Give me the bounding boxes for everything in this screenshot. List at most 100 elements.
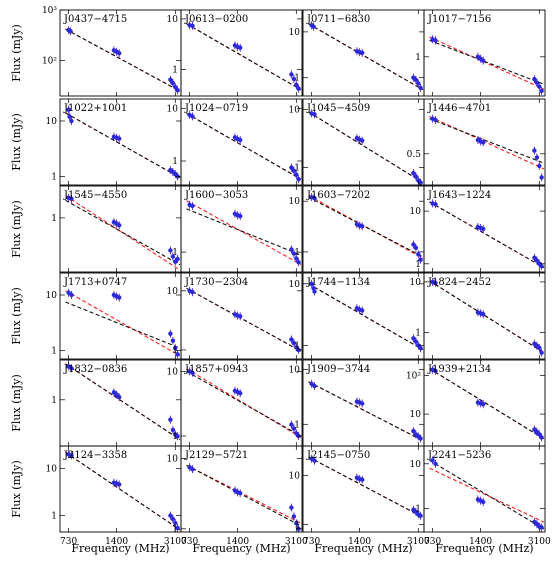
y-tick-label: 1 xyxy=(294,341,300,351)
y-tick-label: 1 xyxy=(51,214,57,224)
spectrum-panel: 1 10 J1730−2304 xyxy=(167,272,303,360)
data-point xyxy=(175,352,180,357)
data-point xyxy=(190,114,195,119)
fit-line-black xyxy=(186,23,302,91)
panel-frame xyxy=(423,98,546,186)
data-point xyxy=(190,289,195,295)
y-tick-label: 1 xyxy=(172,248,178,258)
fit-line-red xyxy=(65,290,181,357)
panel-frame xyxy=(423,445,546,533)
data-point xyxy=(175,88,180,93)
data-point xyxy=(481,402,486,407)
data-point xyxy=(360,308,365,313)
y-tick-label: 10 xyxy=(410,460,422,470)
panel-title: J1643−1224 xyxy=(427,190,491,201)
spectrum-panel: 1 J1832−0836 xyxy=(51,359,182,447)
fit-line-black xyxy=(186,112,302,180)
panel-frame xyxy=(180,185,303,273)
spectrum-panel: 1 10 J1857+0943 xyxy=(167,359,303,447)
data-point xyxy=(291,514,297,519)
fit-line-black xyxy=(65,199,181,266)
data-point xyxy=(168,248,173,253)
data-point xyxy=(69,366,74,371)
y-tick-label: 10 xyxy=(167,15,179,25)
data-point xyxy=(418,513,423,518)
data-point xyxy=(69,453,74,458)
spectrum-panel: 1 10 J1744−1134 xyxy=(289,272,425,360)
fit-line-black xyxy=(186,287,302,352)
data-point xyxy=(170,254,176,259)
panel-title: J2241−5236 xyxy=(427,450,491,461)
data-point xyxy=(190,23,195,28)
panel-frame xyxy=(180,9,303,97)
fit-line-black xyxy=(65,301,181,349)
fit-line-black xyxy=(186,464,302,527)
panel-title: J2129−5721 xyxy=(184,450,248,461)
x-tick-label: 730 xyxy=(60,537,77,547)
spectrum-panel: 10² 10³ J0437−4715 xyxy=(42,6,182,97)
y-tick-label: 10² xyxy=(406,371,421,381)
fit-line-black xyxy=(65,451,181,531)
panel-title: J1857+0943 xyxy=(184,364,248,375)
fit-line-black xyxy=(308,381,424,442)
data-point xyxy=(294,521,299,526)
fit-line-black xyxy=(429,368,545,440)
fit-line-black xyxy=(308,456,424,518)
data-point xyxy=(175,525,180,531)
y-tick-label: 1 xyxy=(172,432,178,442)
data-point xyxy=(309,281,314,286)
y-axis-label: Flux (mJy) xyxy=(10,24,23,82)
panel-title: J1909−3744 xyxy=(306,364,370,375)
panel-title: J1730−2304 xyxy=(184,277,248,288)
spectrum-panel: 1 10 J1603−7202 xyxy=(289,185,425,273)
data-point xyxy=(289,505,294,510)
data-point xyxy=(413,174,419,179)
data-point xyxy=(117,394,122,400)
data-point xyxy=(433,280,438,286)
data-point xyxy=(168,513,173,518)
data-point xyxy=(418,346,423,351)
y-tick-label: 1 xyxy=(172,157,178,167)
data-point xyxy=(411,242,416,247)
data-point xyxy=(537,163,542,169)
data-point xyxy=(291,251,297,256)
data-point xyxy=(238,391,243,396)
y-tick-label: 10 xyxy=(46,291,58,301)
data-point xyxy=(539,88,544,94)
data-point xyxy=(411,336,416,341)
data-point xyxy=(312,383,317,389)
fit-line-black xyxy=(308,196,424,258)
data-point xyxy=(291,76,297,82)
data-point xyxy=(173,345,178,351)
data-point xyxy=(291,168,297,173)
fit-line-red xyxy=(308,456,424,518)
data-point xyxy=(433,202,438,207)
y-tick-label: 10 xyxy=(410,278,422,288)
panel-frame xyxy=(180,98,303,186)
data-point xyxy=(294,256,299,261)
data-point xyxy=(411,170,416,176)
data-point xyxy=(539,264,544,269)
panel-title: J1603−7202 xyxy=(306,190,370,201)
spectrum-panel: 1 J1017−7156 xyxy=(415,9,546,97)
fit-line-black xyxy=(186,370,302,437)
data-point xyxy=(360,477,365,482)
panel-title: J2124−3358 xyxy=(63,450,127,461)
spectrum-panel: 1 J1545−4550 xyxy=(51,185,182,273)
data-point xyxy=(312,289,317,294)
data-point xyxy=(289,422,294,427)
y-tick-label: 1 xyxy=(294,74,300,84)
y-tick-label: 10 xyxy=(167,104,179,114)
y-axis-label: Flux (mJy) xyxy=(10,200,23,258)
data-point xyxy=(294,172,299,177)
y-tick-label: 1 xyxy=(51,512,57,522)
data-point xyxy=(68,29,73,34)
data-point xyxy=(413,245,419,250)
fit-line-black xyxy=(429,118,545,164)
spectrum-panel: 1 10 J1022+1001 xyxy=(46,98,182,186)
data-point xyxy=(360,50,365,55)
panel-frame xyxy=(423,9,546,97)
x-tick-label: 3100 xyxy=(407,537,430,547)
y-tick-label: 1 xyxy=(415,329,421,339)
data-point xyxy=(311,24,316,29)
